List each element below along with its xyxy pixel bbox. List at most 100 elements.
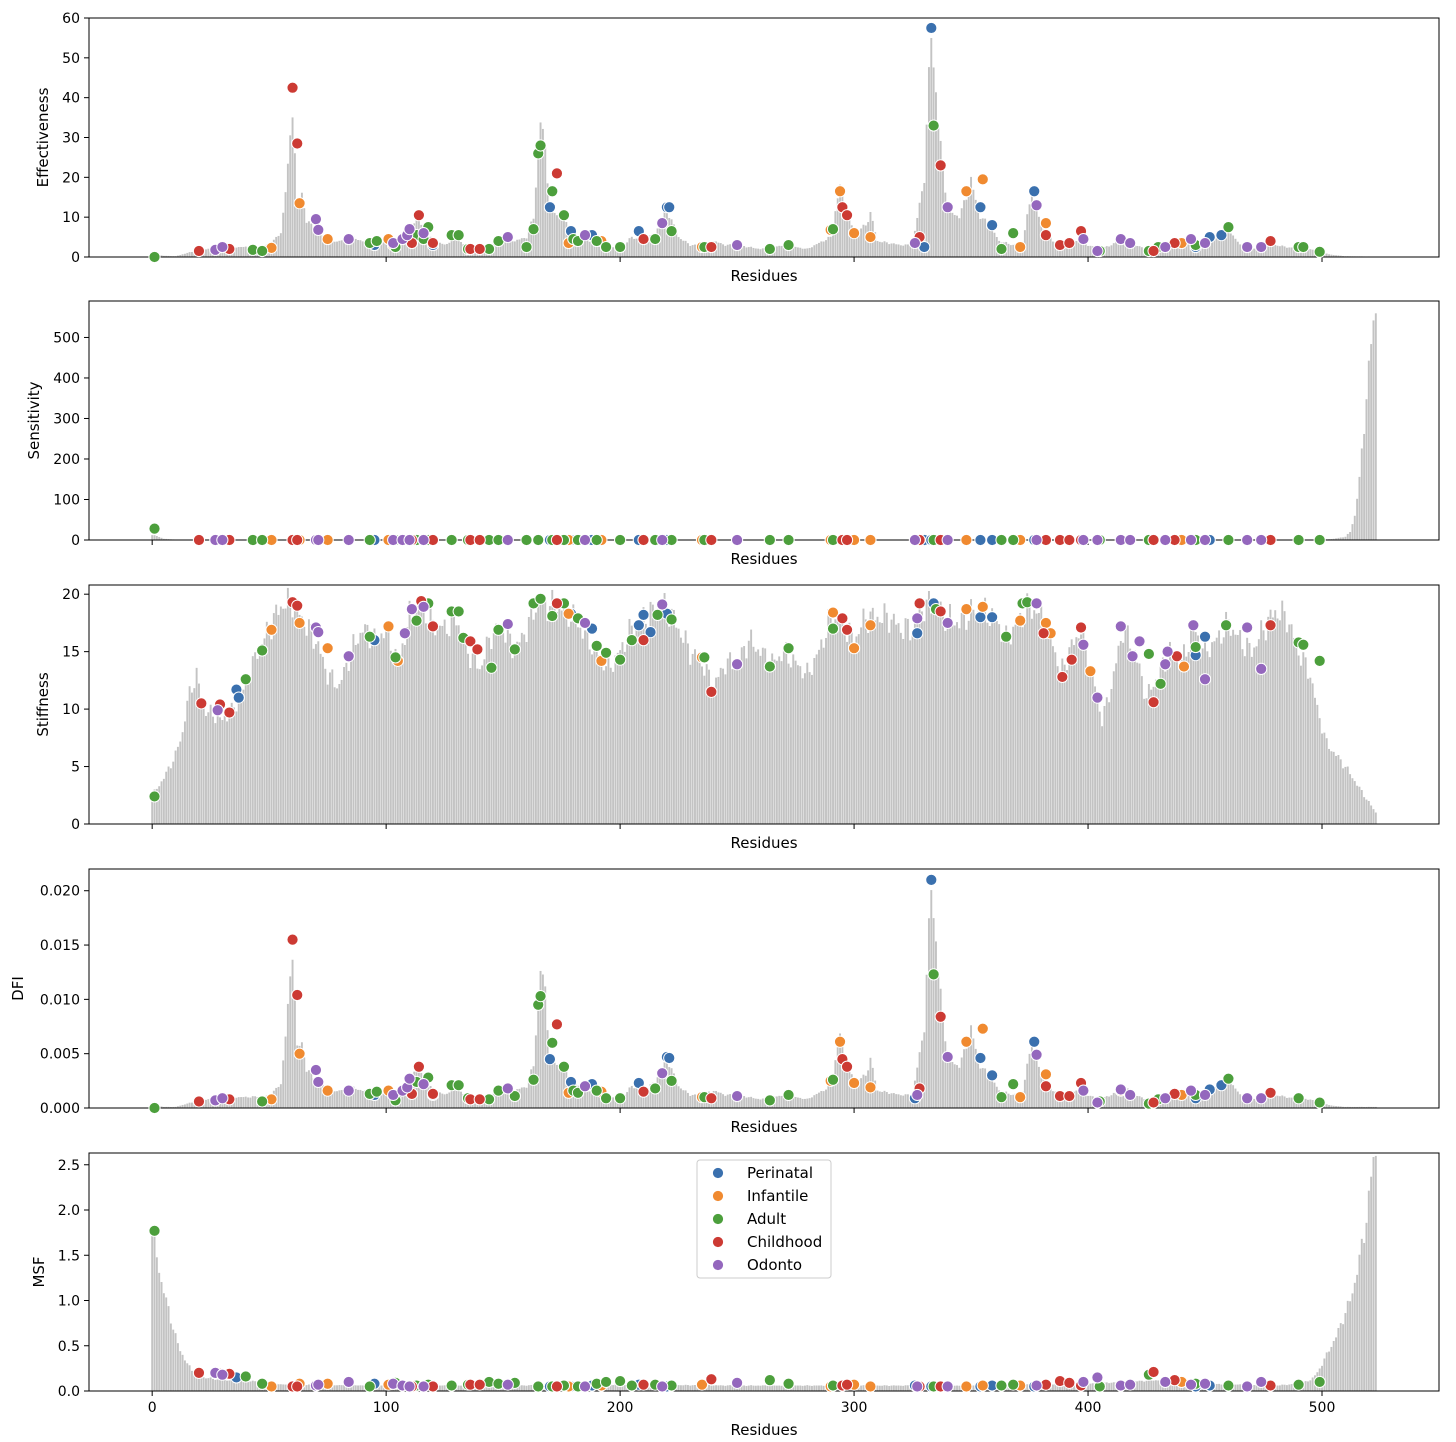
bar <box>848 217 851 257</box>
point-odonto <box>1077 638 1090 651</box>
bar <box>1325 1104 1328 1108</box>
bar <box>759 249 762 257</box>
bar <box>237 699 240 824</box>
bar <box>939 988 942 1108</box>
bar <box>319 653 322 824</box>
bar <box>460 1091 462 1108</box>
bar <box>965 629 968 824</box>
point-odonto <box>730 238 744 252</box>
legend-marker <box>711 1235 725 1249</box>
point-adult <box>527 223 540 236</box>
bar <box>293 604 296 824</box>
point-childhood <box>291 1380 304 1393</box>
bar <box>567 626 570 824</box>
bar <box>1145 1380 1148 1391</box>
bar <box>747 1385 750 1391</box>
bar <box>532 619 535 824</box>
bar <box>1285 632 1288 824</box>
bar <box>806 248 809 257</box>
bar <box>1356 1106 1359 1108</box>
bar <box>1250 1099 1253 1108</box>
bar <box>972 1038 975 1108</box>
bar <box>963 1049 965 1108</box>
point-odonto <box>342 533 355 547</box>
point-odonto <box>1133 635 1146 648</box>
bar <box>314 229 317 257</box>
bar <box>563 600 565 824</box>
point-odonto <box>417 1078 430 1091</box>
bar <box>876 241 879 257</box>
bar <box>242 1380 245 1391</box>
bar <box>1229 233 1232 257</box>
bar <box>209 1377 212 1391</box>
bar <box>654 1082 657 1108</box>
bar <box>1225 1078 1228 1108</box>
bar <box>270 639 273 824</box>
bar <box>214 723 217 824</box>
bar <box>279 606 282 824</box>
bar <box>527 1078 530 1108</box>
x-axis-label: Residues <box>730 1421 797 1439</box>
point-childhood <box>1264 234 1277 248</box>
bar <box>1140 1380 1143 1391</box>
bar <box>1253 248 1256 257</box>
point-childhood <box>192 244 206 258</box>
bar <box>1290 1384 1293 1391</box>
point-childhood <box>705 1373 718 1386</box>
bar <box>1215 236 1218 257</box>
bar <box>757 248 760 257</box>
bar <box>317 1080 320 1108</box>
bar <box>1276 1095 1279 1108</box>
bar <box>885 1092 888 1108</box>
panel-msf: 0 100 200 300 400 5000.00.51.01.52.02.5Residu… <box>30 1152 1440 1439</box>
bar <box>944 1041 947 1108</box>
bar <box>1108 1096 1111 1108</box>
x-tick-label: 300 <box>841 1400 868 1416</box>
point-odonto <box>1255 533 1268 547</box>
bar <box>265 621 268 824</box>
bar <box>1023 620 1026 824</box>
bar <box>436 624 439 824</box>
y-tick-label: 0 <box>71 250 80 266</box>
bar <box>457 625 460 824</box>
bar <box>672 224 675 257</box>
bar <box>705 664 708 824</box>
bar <box>825 637 827 824</box>
bar <box>1300 249 1302 257</box>
bar <box>1264 247 1267 257</box>
bar <box>1370 1106 1373 1108</box>
bar <box>665 608 668 824</box>
point-childhood <box>550 533 564 547</box>
point-childhood <box>471 643 484 656</box>
point-odonto <box>1091 1371 1104 1384</box>
bar <box>1276 618 1279 824</box>
bar <box>864 619 867 824</box>
bar <box>453 611 455 824</box>
bar <box>988 1077 991 1108</box>
bar <box>682 240 685 257</box>
bar <box>1140 247 1143 257</box>
bar <box>1007 639 1010 824</box>
bar <box>1278 1385 1281 1391</box>
bar <box>733 668 736 824</box>
bar <box>789 1096 792 1108</box>
bar <box>523 634 526 824</box>
point-odonto <box>1198 1377 1212 1390</box>
point-odonto <box>1114 1083 1127 1096</box>
bar <box>340 679 343 824</box>
bar <box>796 247 799 257</box>
point-adult <box>1222 1379 1235 1392</box>
bar <box>382 242 385 257</box>
point-adult <box>520 533 533 547</box>
bar <box>768 666 771 824</box>
point-childhood <box>550 1018 564 1031</box>
bar <box>726 1094 729 1108</box>
bar <box>181 1104 184 1108</box>
bar <box>1066 670 1068 824</box>
point-childhood <box>1039 228 1053 242</box>
bar <box>555 215 558 257</box>
bar <box>1325 738 1328 824</box>
bar <box>598 1091 601 1108</box>
bar <box>937 126 940 257</box>
bar <box>446 243 448 257</box>
